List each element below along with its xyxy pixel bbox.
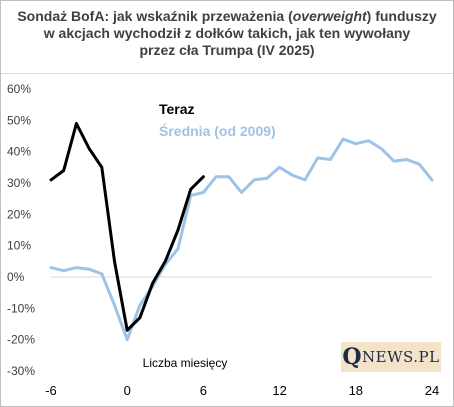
y-tick-label: 50%: [7, 113, 31, 127]
x-tick-label: 12: [272, 383, 286, 398]
y-tick-label: 10%: [7, 239, 31, 253]
y-tick-label: -30%: [7, 364, 35, 378]
series-line-srednia: [49, 137, 434, 342]
legend-label-teraz: Teraz: [159, 101, 195, 117]
y-tick-label: 20%: [7, 207, 31, 221]
title-line-2: w akcjach wychodził z dołków takich, jak…: [43, 25, 411, 41]
y-tick-label: 0%: [7, 270, 25, 284]
x-tick-label: 0: [124, 383, 131, 398]
chart-title: Sondaż BofA: jak wskaźnik przeważenia (o…: [1, 8, 453, 59]
y-tick-label: 30%: [7, 176, 31, 190]
x-tick-label: -6: [45, 383, 57, 398]
title-divider: [1, 73, 453, 74]
y-tick-label: 60%: [7, 82, 31, 96]
y-tick-label: 40%: [7, 145, 31, 159]
x-tick-label: 24: [425, 383, 439, 398]
legend-label-srednia: Średnia (od 2009): [159, 122, 276, 139]
title-line-3: przez cła Trumpa (IV 2025): [139, 42, 315, 58]
y-tick-label: -10%: [7, 301, 35, 315]
x-tick-label: 6: [200, 383, 207, 398]
x-axis-label: Liczba miesięcy: [143, 356, 228, 370]
title-line-1: Sondaż BofA: jak wskaźnik przeważenia (o…: [17, 8, 437, 24]
series-line-teraz: [49, 122, 205, 332]
y-tick-label: -20%: [7, 333, 35, 347]
x-tick-label: 18: [349, 383, 363, 398]
qnews-logo: Q NEWS.PL: [341, 342, 441, 372]
